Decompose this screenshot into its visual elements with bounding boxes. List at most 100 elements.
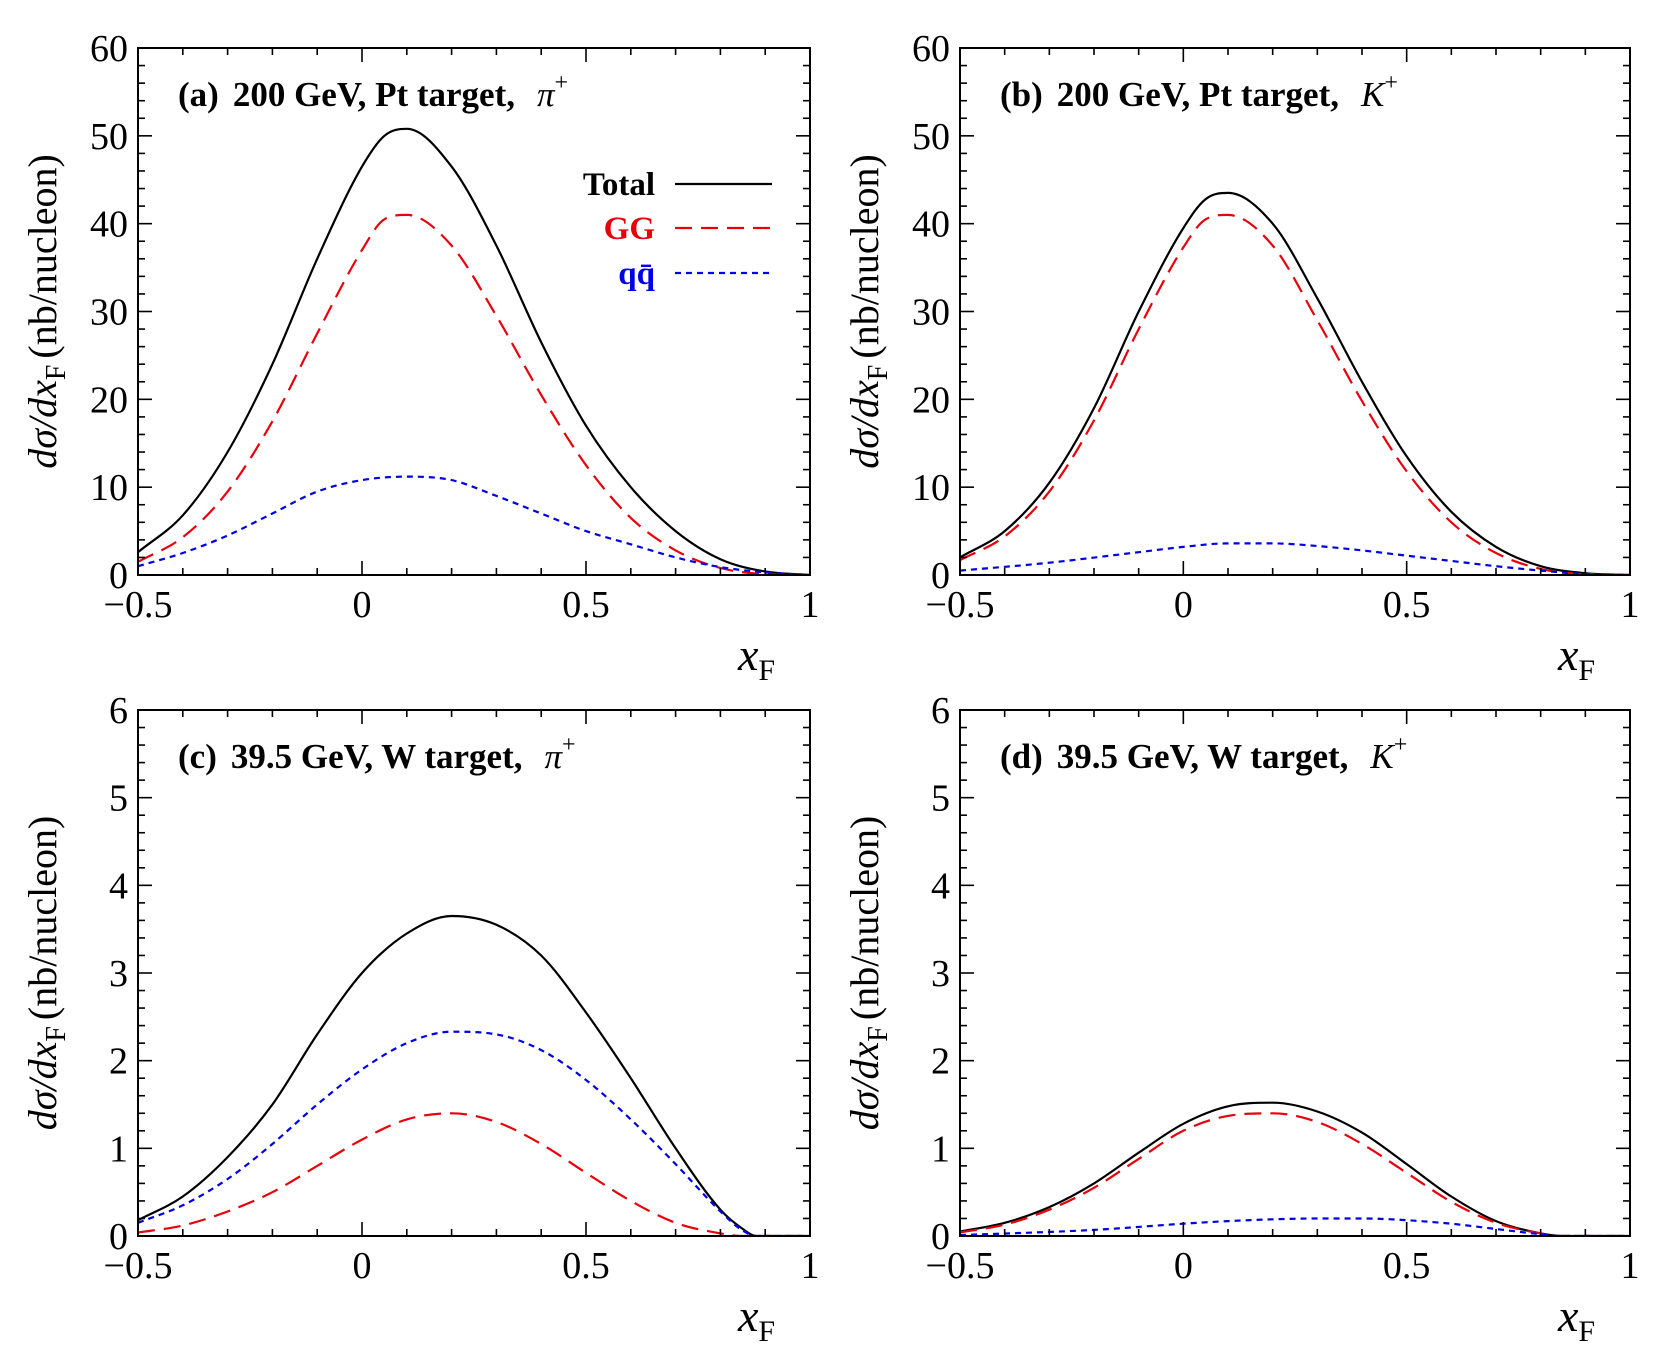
y-axis-title: dσ/dxF (nb/nucleon): [842, 154, 894, 469]
y-tick-label: 6: [109, 690, 128, 732]
y-axis-title-sub: F: [863, 1026, 894, 1042]
x-tick-label: 0.5: [562, 1245, 610, 1287]
series-line-gg: [138, 1112, 810, 1236]
series-line-gg: [138, 213, 810, 575]
y-axis-title-sub: F: [41, 365, 72, 381]
y-tick-label: 4: [109, 865, 128, 907]
y-tick-label: 0: [931, 1216, 950, 1258]
series-line-gg: [960, 213, 1630, 575]
panel-particle-charge: +: [1394, 732, 1408, 758]
x-tick-label: 0.5: [1383, 584, 1431, 626]
y-tick-label: 10: [912, 467, 950, 509]
y-axis-title-unit: (nb/nucleon): [842, 154, 887, 358]
panel-particle: K: [1369, 737, 1395, 776]
y-axis-title-unit: (nb/nucleon): [842, 816, 887, 1020]
x-tick-label: 0.5: [562, 584, 610, 626]
panel-title-text: 200 GeV, Pt target,: [1057, 75, 1339, 114]
y-tick-label: 60: [90, 28, 128, 70]
panel-particle-charge: +: [1384, 70, 1398, 96]
y-tick-label: 2: [109, 1041, 128, 1083]
y-tick-label: 1: [109, 1128, 128, 1170]
y-axis-title-main: dσ/dx: [20, 1041, 65, 1130]
x-tick-label: 0: [1174, 1245, 1193, 1287]
y-tick-label: 40: [90, 204, 128, 246]
y-tick-label: 0: [109, 555, 128, 597]
panel-letter: (d): [1000, 737, 1043, 776]
plot-frame: [959, 47, 1631, 576]
panel-title: (b) 200 GeV, Pt target, K+: [1000, 70, 1398, 114]
x-axis-title: xF: [737, 629, 775, 687]
y-tick-label: 3: [109, 953, 128, 995]
panel-title-text: 39.5 GeV, W target,: [231, 737, 523, 776]
x-axis-title-main: x: [737, 1290, 759, 1341]
y-tick-label: 5: [109, 778, 128, 820]
panel-title: (c) 39.5 GeV, W target, π+: [178, 732, 576, 776]
plot-frame: [137, 709, 811, 1237]
x-axis-title-main: x: [1557, 629, 1579, 680]
y-tick-label: 30: [90, 292, 128, 334]
x-axis-title-sub: F: [1578, 654, 1595, 687]
y-tick-label: 4: [931, 865, 950, 907]
panel-particle: K: [1360, 75, 1386, 114]
panel-title: (a) 200 GeV, Pt target, π+: [178, 70, 568, 114]
y-tick-label: 1: [931, 1128, 950, 1170]
y-tick-label: 40: [912, 204, 950, 246]
x-tick-label: 0: [1174, 584, 1193, 626]
y-axis-title: dσ/dxF (nb/nucleon): [842, 816, 894, 1131]
x-tick-label: 1: [1621, 1245, 1640, 1287]
y-axis-title: dσ/dxF (nb/nucleon): [20, 154, 72, 469]
x-tick-label: 0: [353, 584, 372, 626]
x-axis-title: xF: [1557, 1290, 1595, 1348]
series-line-total: [138, 914, 810, 1236]
y-axis-title-main: dσ/dx: [20, 380, 65, 469]
y-tick-label: 20: [912, 379, 950, 421]
x-axis-title-sub: F: [758, 654, 775, 687]
panel-particle-charge: +: [555, 70, 569, 96]
series-line-qq: [960, 1217, 1630, 1236]
legend-label-total: Total: [583, 167, 655, 203]
y-tick-label: 3: [931, 953, 950, 995]
y-tick-label: 0: [109, 1216, 128, 1258]
y-tick-label: 60: [912, 28, 950, 70]
panel-particle-charge: +: [562, 732, 576, 758]
x-axis-title-sub: F: [758, 1315, 775, 1348]
panel-letter: (a): [178, 75, 219, 114]
series-line-qq: [138, 1030, 810, 1236]
y-axis-title-main: dσ/dx: [842, 380, 887, 469]
y-tick-label: 50: [912, 116, 950, 158]
y-tick-label: 2: [931, 1041, 950, 1083]
series-line-qq: [138, 475, 810, 575]
panel-title: (d) 39.5 GeV, W target, K+: [1000, 732, 1407, 776]
y-tick-label: 10: [90, 467, 128, 509]
y-tick-label: 20: [90, 379, 128, 421]
x-tick-label: 1: [801, 584, 820, 626]
series-line-total: [960, 1101, 1630, 1236]
x-tick-label: 1: [801, 1245, 820, 1287]
panel-title-text: 200 GeV, Pt target,: [233, 75, 515, 114]
plot-frame: [959, 709, 1631, 1237]
x-axis-title-sub: F: [1578, 1315, 1595, 1348]
x-axis-title-main: x: [1557, 1290, 1579, 1341]
y-tick-label: 0: [931, 555, 950, 597]
panel-title-text: 39.5 GeV, W target,: [1057, 737, 1349, 776]
panel-particle: π: [537, 75, 556, 114]
y-axis-title: dσ/dxF (nb/nucleon): [20, 816, 72, 1131]
x-tick-label: 1: [1621, 584, 1640, 626]
x-tick-label: 0: [353, 1245, 372, 1287]
y-axis-title-sub: F: [41, 1026, 72, 1042]
panel-particle: π: [545, 737, 564, 776]
y-tick-label: 5: [931, 778, 950, 820]
x-axis-title: xF: [737, 1290, 775, 1348]
x-axis-title-main: x: [737, 629, 759, 680]
panel-letter: (b): [1000, 75, 1043, 114]
x-tick-label: −0.5: [926, 584, 995, 626]
x-tick-label: −0.5: [104, 1245, 173, 1287]
x-tick-label: −0.5: [104, 584, 173, 626]
y-axis-title-unit: (nb/nucleon): [20, 816, 65, 1020]
legend-label-qq: qq̄: [618, 256, 655, 292]
